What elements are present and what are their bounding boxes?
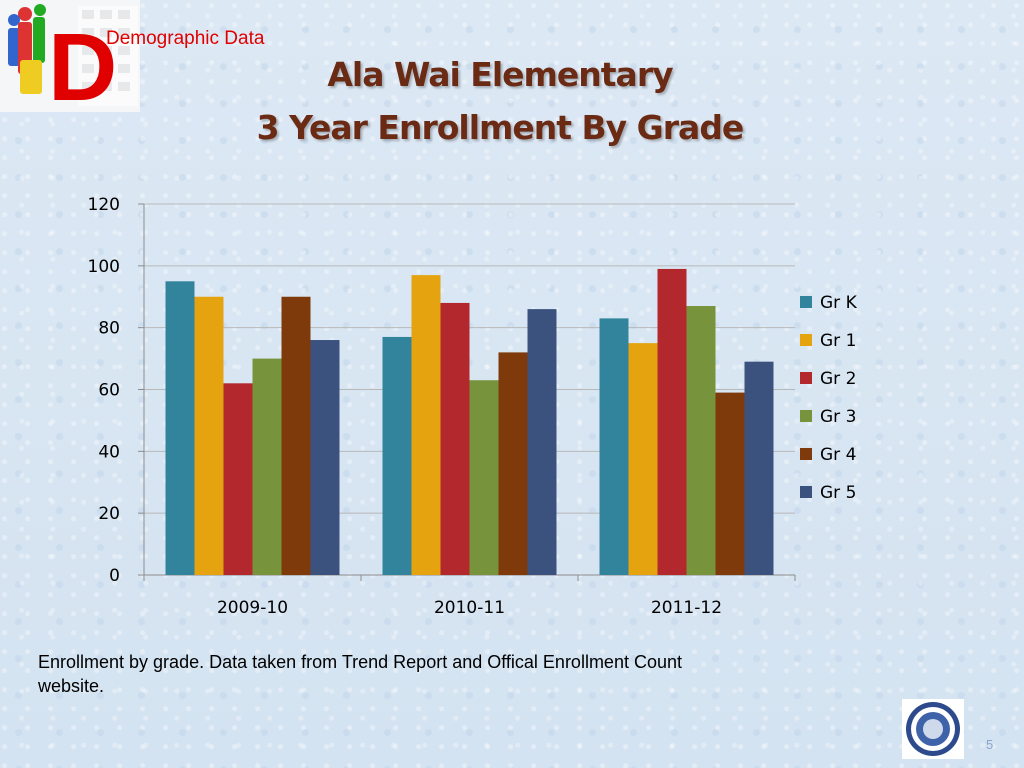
bar-gr-2-2009-10 <box>223 383 253 575</box>
bar-gr-3-2009-10 <box>252 358 282 575</box>
bar-gr-3-2011-12 <box>686 306 716 575</box>
bar-gr-k-2010-11 <box>382 336 412 575</box>
legend-swatch <box>800 486 812 498</box>
bar-gr-1-2009-10 <box>194 296 224 575</box>
bar-gr-3-2010-11 <box>469 380 499 575</box>
y-tick-label: 100 <box>88 257 120 277</box>
legend-swatch <box>800 372 812 384</box>
legend-swatch <box>800 296 812 308</box>
y-tick-label: 80 <box>98 319 120 339</box>
enrollment-bar-chart: 0 20 40 60 80 100 120 2009-10 2010-11 2011-12 Gr K… <box>88 195 858 618</box>
legend-label: Gr 3 <box>820 407 856 427</box>
seal-icon <box>906 702 960 756</box>
legend-label: Gr K <box>820 293 858 313</box>
bar-gr-4-2009-10 <box>281 296 311 575</box>
legend-label: Gr 1 <box>820 331 856 351</box>
bar-gr-5-2011-12 <box>744 361 774 575</box>
legend-swatch <box>800 334 812 346</box>
x-category-label: 2009-10 <box>217 598 288 618</box>
y-tick-label: 40 <box>98 442 120 462</box>
bar-gr-1-2010-11 <box>411 275 441 575</box>
legend-label: Gr 2 <box>820 369 856 389</box>
state-seal-logo <box>902 699 964 759</box>
page-number: 5 <box>986 737 994 752</box>
demographic-badge-letter: D <box>48 14 118 121</box>
slide-title-line2: 3 Year Enrollment By Grade <box>256 108 745 147</box>
bar-gr-4-2010-11 <box>498 352 528 575</box>
x-category-label: 2010-11 <box>434 598 505 618</box>
demographic-badge-label: Demographic Data <box>106 28 265 49</box>
y-tick-label: 120 <box>88 195 120 215</box>
y-tick-label: 60 <box>98 381 120 401</box>
bar-gr-2-2010-11 <box>440 302 470 575</box>
chart-caption: Enrollment by grade. Data taken from Tre… <box>38 652 682 696</box>
logo-thumbnail-grid <box>78 6 138 106</box>
y-tick-label: 0 <box>109 566 120 586</box>
bar-gr-5-2009-10 <box>310 340 340 575</box>
legend-label: Gr 4 <box>820 445 856 465</box>
bar-gr-1-2011-12 <box>628 343 658 575</box>
legend-swatch <box>800 448 812 460</box>
bar-gr-k-2009-10 <box>165 281 195 575</box>
bar-gr-5-2010-11 <box>527 309 557 575</box>
y-tick-label: 20 <box>98 504 120 524</box>
people-icon <box>8 4 46 94</box>
slide-title-line1: Ala Wai Elementary <box>327 55 673 94</box>
demographic-logo <box>0 0 140 112</box>
legend-swatch <box>800 410 812 422</box>
legend-label: Gr 5 <box>820 483 856 503</box>
x-category-label: 2011-12 <box>651 598 722 618</box>
bar-gr-k-2011-12 <box>599 318 629 575</box>
bar-gr-2-2011-12 <box>657 268 687 575</box>
bar-gr-4-2011-12 <box>715 392 745 575</box>
